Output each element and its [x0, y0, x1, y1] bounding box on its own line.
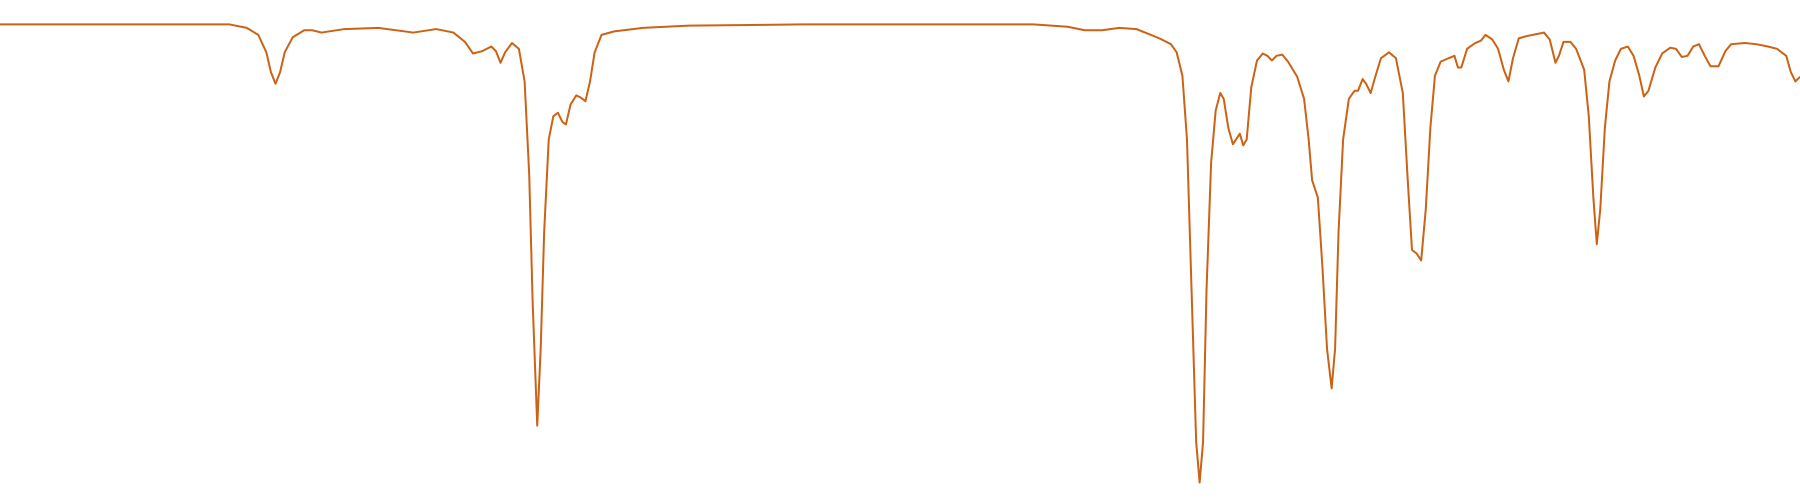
spectrum-line — [0, 23, 1800, 484]
